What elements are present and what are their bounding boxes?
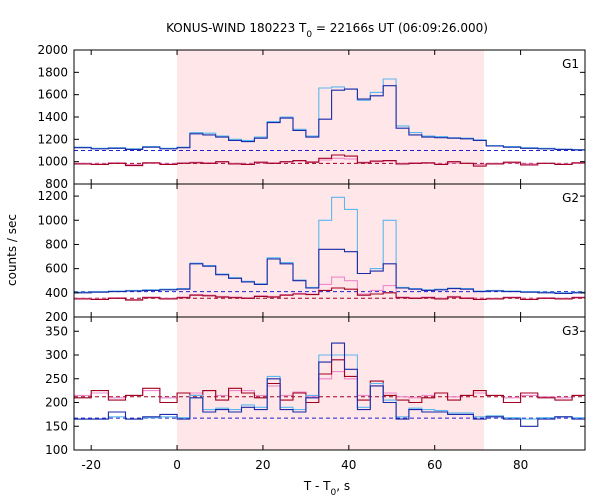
series-group <box>74 196 585 301</box>
y-tick-label: 1400 <box>37 110 68 124</box>
y-tick-label: 1600 <box>37 88 68 102</box>
y-tick-label: 100 <box>45 443 68 457</box>
series-group <box>74 342 585 427</box>
y-tick-label: 400 <box>45 286 68 300</box>
y-tick-label: 800 <box>45 237 68 251</box>
y-tick-label: 1200 <box>37 132 68 146</box>
x-tick-label: -20 <box>81 458 101 472</box>
x-tick-label: 40 <box>341 458 356 472</box>
y-tick-label: 2000 <box>37 43 68 57</box>
panel-g2: 200 400 600 800 1000 1200 G2 <box>37 183 586 324</box>
y-tick-label: 1000 <box>37 155 68 169</box>
y-tick-label: 250 <box>45 372 68 386</box>
x-tick-label: 20 <box>255 458 270 472</box>
series-light-blue <box>74 354 585 420</box>
x-tick-label: 80 <box>513 458 528 472</box>
y-tick-label: 350 <box>45 324 68 338</box>
x-axis-title: T - T0, s <box>303 479 350 498</box>
y-tick-label: 1800 <box>37 65 68 79</box>
y-axis-title: counts / sec <box>5 214 19 286</box>
y-tick-label: 1200 <box>37 189 68 203</box>
y-tick-label: 300 <box>45 348 68 362</box>
series-group <box>74 78 585 167</box>
y-tick-label: 600 <box>45 262 68 276</box>
panel-g3: 100 150 200 250 300 350 G3 <box>45 316 586 457</box>
y-tick-label: 150 <box>45 419 68 433</box>
series-dark-blue <box>74 85 585 151</box>
panel-label: G3 <box>562 324 579 338</box>
panel-frame <box>73 316 586 451</box>
x-tick-label: 60 <box>427 458 442 472</box>
panel-label: G1 <box>562 57 579 71</box>
series-dark-red <box>74 154 585 167</box>
y-tick-label: 800 <box>45 177 68 191</box>
y-tick-label: 200 <box>45 310 68 324</box>
series-dark-red <box>74 359 585 404</box>
panels-group: 800100012001400160018002000G120040060080… <box>37 43 586 472</box>
series-dark-blue <box>74 248 585 294</box>
panel-label: G2 <box>562 191 579 205</box>
x-tick-label: 0 <box>173 458 181 472</box>
shaded-interval <box>177 184 485 317</box>
y-tick-label: 1000 <box>37 213 68 227</box>
series-dark-red <box>74 287 585 301</box>
series-dark-blue <box>74 342 585 427</box>
shaded-interval <box>177 317 485 450</box>
chart-title: KONUS-WIND 180223 T0 = 22166s UT (06:09:… <box>166 21 488 40</box>
panel-g1: 800 1000 1200 1400 1600 1800 2000 G1 <box>37 43 586 191</box>
y-tick-label: 200 <box>45 396 68 410</box>
